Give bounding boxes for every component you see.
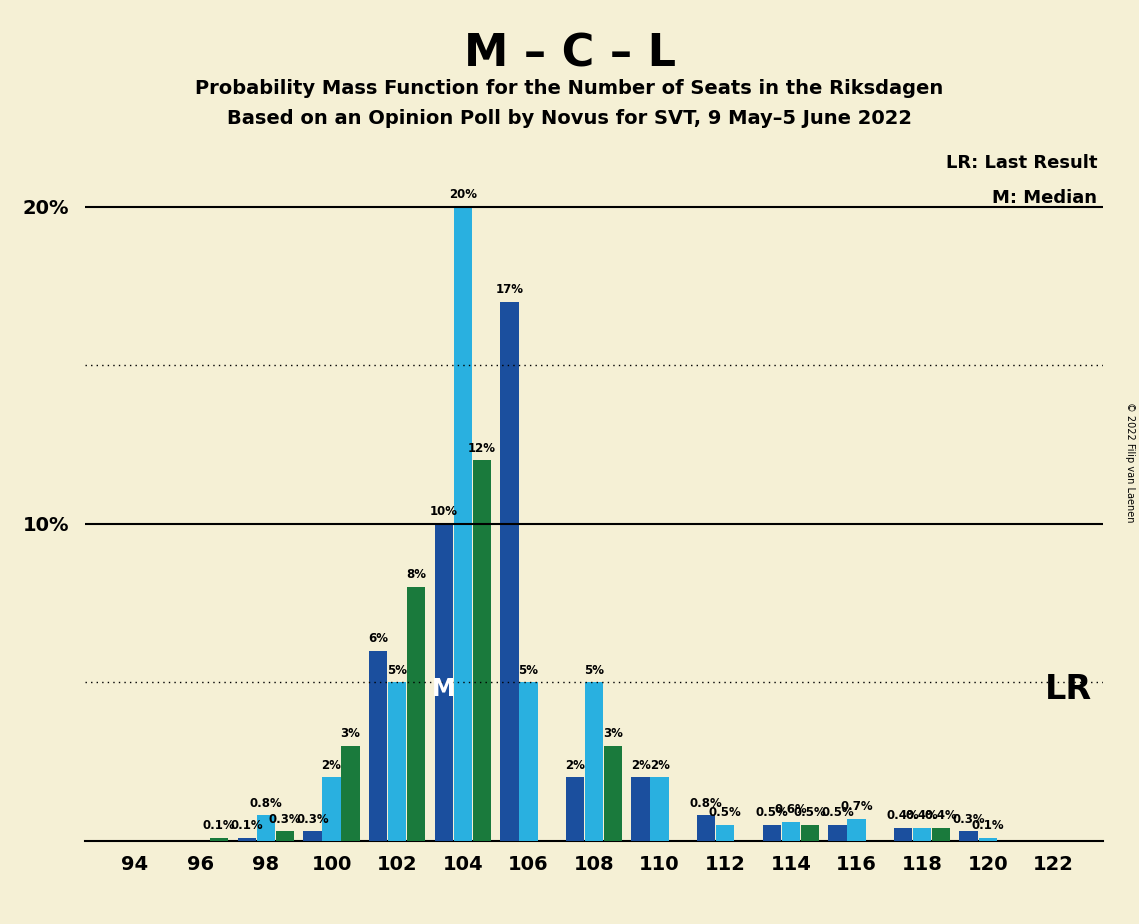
Bar (342, 746, 360, 841)
Bar (697, 816, 715, 841)
Bar (500, 302, 518, 841)
Text: 0.8%: 0.8% (690, 796, 722, 809)
Bar (435, 524, 453, 841)
Bar (801, 825, 819, 841)
Bar (847, 819, 866, 841)
Text: M – C – L: M – C – L (464, 32, 675, 76)
Text: M: Median: M: Median (992, 188, 1098, 207)
Text: 5%: 5% (584, 663, 604, 676)
Bar (650, 777, 669, 841)
Bar (566, 777, 584, 841)
Bar (584, 682, 604, 841)
Bar (388, 682, 407, 841)
Text: 0.4%: 0.4% (886, 809, 919, 822)
Text: 3%: 3% (603, 727, 623, 740)
Text: 0.8%: 0.8% (249, 796, 282, 809)
Text: 0.5%: 0.5% (755, 807, 788, 820)
Text: 0.1%: 0.1% (972, 819, 1003, 832)
Bar (519, 682, 538, 841)
Text: Based on an Opinion Poll by Novus for SVT, 9 May–5 June 2022: Based on an Opinion Poll by Novus for SV… (227, 109, 912, 128)
Text: 0.4%: 0.4% (925, 809, 958, 822)
Bar (932, 828, 950, 841)
Text: 0.3%: 0.3% (296, 812, 329, 826)
Bar (716, 825, 735, 841)
Bar (238, 838, 256, 841)
Text: M: M (432, 676, 456, 700)
Text: 2%: 2% (321, 759, 342, 772)
Bar (256, 816, 276, 841)
Bar (631, 777, 649, 841)
Bar (473, 460, 491, 841)
Bar (978, 838, 997, 841)
Text: 0.5%: 0.5% (794, 807, 826, 820)
Text: 5%: 5% (518, 663, 539, 676)
Text: 8%: 8% (407, 568, 426, 581)
Bar (453, 207, 472, 841)
Bar (407, 587, 425, 841)
Text: LR: Last Result: LR: Last Result (947, 153, 1098, 172)
Bar (276, 832, 294, 841)
Bar (604, 746, 622, 841)
Bar (303, 832, 321, 841)
Text: 5%: 5% (387, 663, 407, 676)
Bar (894, 828, 912, 841)
Text: 17%: 17% (495, 283, 523, 296)
Text: 0.6%: 0.6% (775, 803, 808, 816)
Bar (912, 828, 932, 841)
Bar (781, 821, 800, 841)
Bar (959, 832, 978, 841)
Text: 10%: 10% (429, 505, 458, 518)
Bar (210, 838, 229, 841)
Text: 12%: 12% (468, 442, 495, 455)
Text: 0.5%: 0.5% (708, 807, 741, 820)
Text: 6%: 6% (368, 632, 388, 645)
Text: 2%: 2% (631, 759, 650, 772)
Text: 0.5%: 0.5% (821, 807, 854, 820)
Text: 0.1%: 0.1% (203, 819, 236, 832)
Text: 20%: 20% (449, 188, 477, 201)
Text: Probability Mass Function for the Number of Seats in the Riksdagen: Probability Mass Function for the Number… (196, 79, 943, 98)
Text: © 2022 Filip van Laenen: © 2022 Filip van Laenen (1125, 402, 1134, 522)
Text: 3%: 3% (341, 727, 360, 740)
Text: 0.3%: 0.3% (269, 812, 301, 826)
Bar (369, 650, 387, 841)
Bar (322, 777, 341, 841)
Text: 0.3%: 0.3% (952, 812, 985, 826)
Text: 2%: 2% (649, 759, 670, 772)
Text: 0.4%: 0.4% (906, 809, 939, 822)
Text: 0.7%: 0.7% (841, 800, 872, 813)
Text: 0.1%: 0.1% (230, 819, 263, 832)
Text: 2%: 2% (565, 759, 585, 772)
Bar (763, 825, 781, 841)
Bar (828, 825, 846, 841)
Text: LR: LR (1046, 674, 1092, 707)
